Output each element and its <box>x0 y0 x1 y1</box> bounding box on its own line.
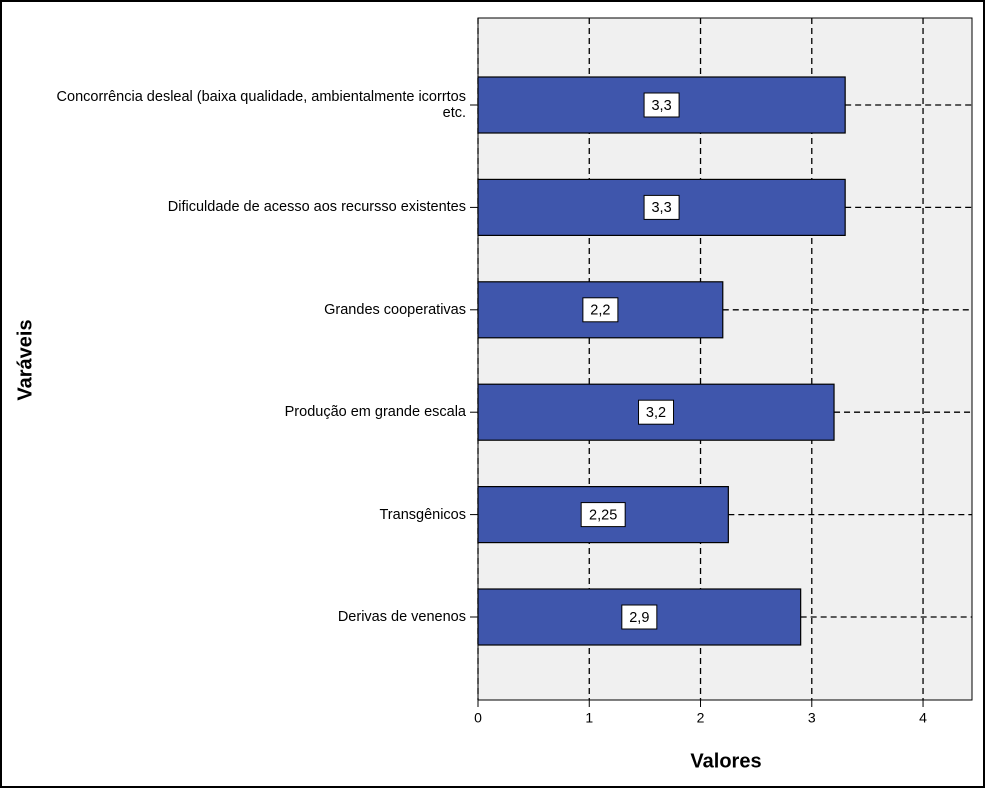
y-tick-label: Concorrência desleal (baixa qualidade, a… <box>56 89 466 121</box>
value-label: 3,3 <box>651 200 671 216</box>
y-tick-label: Grandes cooperativas <box>324 301 466 318</box>
value-label: 3,2 <box>646 405 666 421</box>
value-label-box <box>643 194 680 220</box>
x-axis-label: Valores <box>690 750 761 772</box>
y-tick-label: Dificuldade de acesso aos recursso exist… <box>167 199 466 216</box>
y-tick-label: Derivas de venenos <box>337 609 466 625</box>
value-label: 2,25 <box>589 507 617 523</box>
value-label-box <box>643 92 680 118</box>
y-axis-label: Varáveis <box>14 319 36 400</box>
y-tick-label: Transgênicos <box>379 506 466 523</box>
value-label-box <box>621 604 658 630</box>
x-tick-label: 3 <box>808 710 816 726</box>
value-label-box <box>638 399 675 425</box>
x-tick-label: 1 <box>585 710 593 726</box>
x-tick-label: 4 <box>919 710 927 726</box>
value-label: 2,2 <box>590 303 610 319</box>
value-label-box <box>580 502 626 528</box>
value-label: 2,9 <box>629 610 649 626</box>
x-tick-label: 2 <box>697 710 705 726</box>
value-label-box <box>582 297 619 323</box>
x-tick-label: 0 <box>474 710 482 726</box>
value-label: 3,3 <box>651 98 671 114</box>
y-tick-label: Produção em grande escala <box>284 404 466 421</box>
bar <box>477 486 729 544</box>
